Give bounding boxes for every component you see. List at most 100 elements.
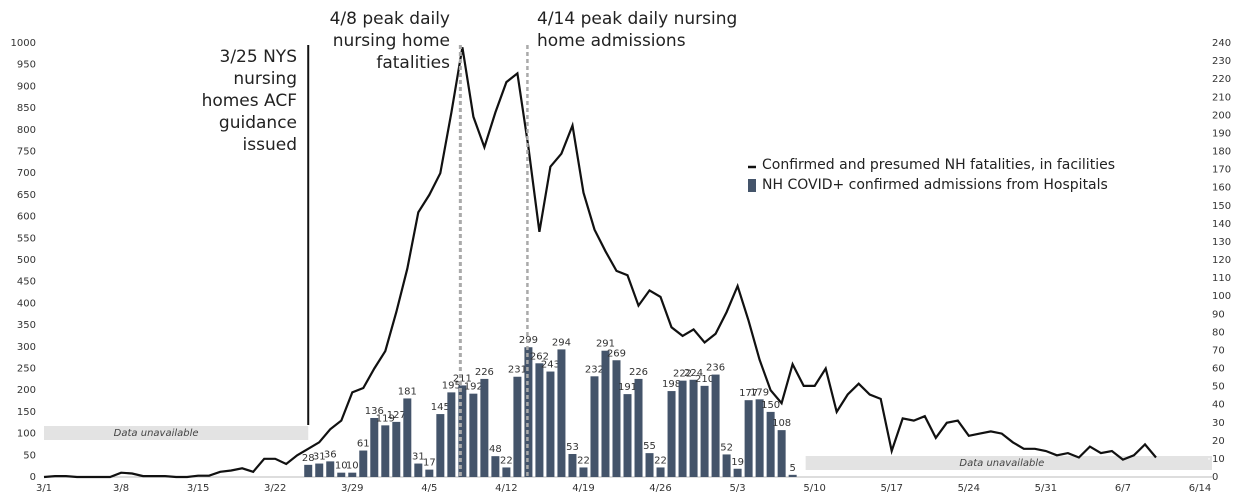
x-tick-label: 3/1 [36,483,52,494]
bar [733,468,742,477]
bar [579,467,588,477]
bar-label: 10 [346,461,359,472]
bar-label: 31 [412,452,425,463]
bar [425,469,434,477]
y2-tick-label: 210 [1212,92,1231,103]
x-tick-label: 5/3 [730,483,746,494]
y2-tick-label: 50 [1212,382,1225,393]
bar-label: 181 [398,386,417,397]
bar-label: 145 [431,402,450,413]
bar [557,349,566,477]
x-tick-label: 5/24 [958,483,980,494]
bar [568,453,577,477]
bar [546,371,555,477]
y-tick-label: 300 [17,342,36,353]
y-tick-label: 50 [23,450,36,461]
y2-tick-label: 90 [1212,309,1225,320]
bar-label: 28 [302,453,315,464]
legend-label: NH COVID+ confirmed admissions from Hosp… [762,177,1108,193]
y-tick-label: 750 [17,147,36,158]
bar-label: 236 [706,363,725,374]
x-tick-label: 6/7 [1115,483,1131,494]
bar [634,378,643,477]
bar-label: 195 [442,380,461,391]
bar [491,456,500,477]
y-tick-label: 150 [17,407,36,418]
y-tick-label: 200 [17,385,36,396]
y-tick-label: 100 [17,429,36,440]
bar-label: 211 [453,373,472,384]
legend-swatch [748,179,756,192]
bar-label: 53 [566,442,579,453]
bar [513,376,522,477]
bar [381,425,390,477]
unavailable-label: Data unavailable [959,458,1044,469]
bar-label: 22 [654,455,667,466]
x-tick-label: 3/22 [264,483,286,494]
y-tick-label: 900 [17,81,36,92]
x-tick-label: 3/29 [341,483,363,494]
y2-tick-label: 240 [1212,38,1231,49]
annotation: home admissions [537,31,686,51]
y-tick-label: 1000 [11,38,36,49]
y2-tick-label: 10 [1212,454,1225,465]
bar [348,472,357,477]
bar [645,453,654,477]
bar-label: 36 [324,449,337,460]
bar-label: 222 [673,369,692,380]
annotation: fatalities [376,53,450,73]
bar [667,391,676,477]
bar-label: 232 [585,364,604,375]
bar-label: 52 [720,442,733,453]
x-tick-label: 3/15 [187,483,209,494]
y-tick-label: 650 [17,190,36,201]
bar-label: 192 [464,382,483,393]
annotation: 4/8 peak daily [330,9,450,29]
y-tick-label: 450 [17,277,36,288]
bar [326,461,335,477]
y2-tick-label: 190 [1212,128,1231,139]
bar-label: 119 [376,413,395,424]
y2-tick-label: 20 [1212,436,1225,447]
annotation: nursing home [333,31,450,51]
line [43,47,1157,479]
legend-label: Confirmed and presumed NH fatalities, in… [762,157,1115,173]
bar-label: 262 [530,351,549,362]
bar [480,378,489,477]
bar [436,414,445,477]
x-tick-label: 4/19 [572,483,594,494]
y-tick-label: 500 [17,255,36,266]
bar-label: 226 [475,367,494,378]
y-tick-label: 550 [17,233,36,244]
bar [414,463,423,477]
bar [392,421,401,477]
bar-label: 5 [789,463,795,474]
y-tick-label: 950 [17,60,36,71]
y2-tick-label: 110 [1212,273,1231,284]
unavailable-band [44,426,309,440]
bar-label: 224 [684,368,703,379]
unavailable-band [805,456,1212,470]
bar [623,394,632,477]
bar-label: 210 [695,374,714,385]
bar [755,399,764,477]
y2-tick-label: 130 [1212,237,1231,248]
bar [678,380,687,477]
bar [601,350,610,477]
bar-label: 179 [750,387,769,398]
y-tick-label: 800 [17,125,36,136]
bar-label: 231 [508,365,527,376]
bar [337,472,346,477]
bar-label: 243 [541,360,560,371]
annotation: homes ACF [202,91,297,111]
x-tick-label: 4/5 [421,483,437,494]
bar [359,450,368,477]
bar-label: 191 [618,382,637,393]
bar [469,393,478,477]
y2-tick-label: 70 [1212,345,1225,356]
annotation: 4/14 peak daily nursing [537,9,737,29]
y-tick-label: 250 [17,364,36,375]
y2-tick-label: 30 [1212,418,1225,429]
bar [656,467,665,477]
bar-label: 127 [387,410,406,421]
